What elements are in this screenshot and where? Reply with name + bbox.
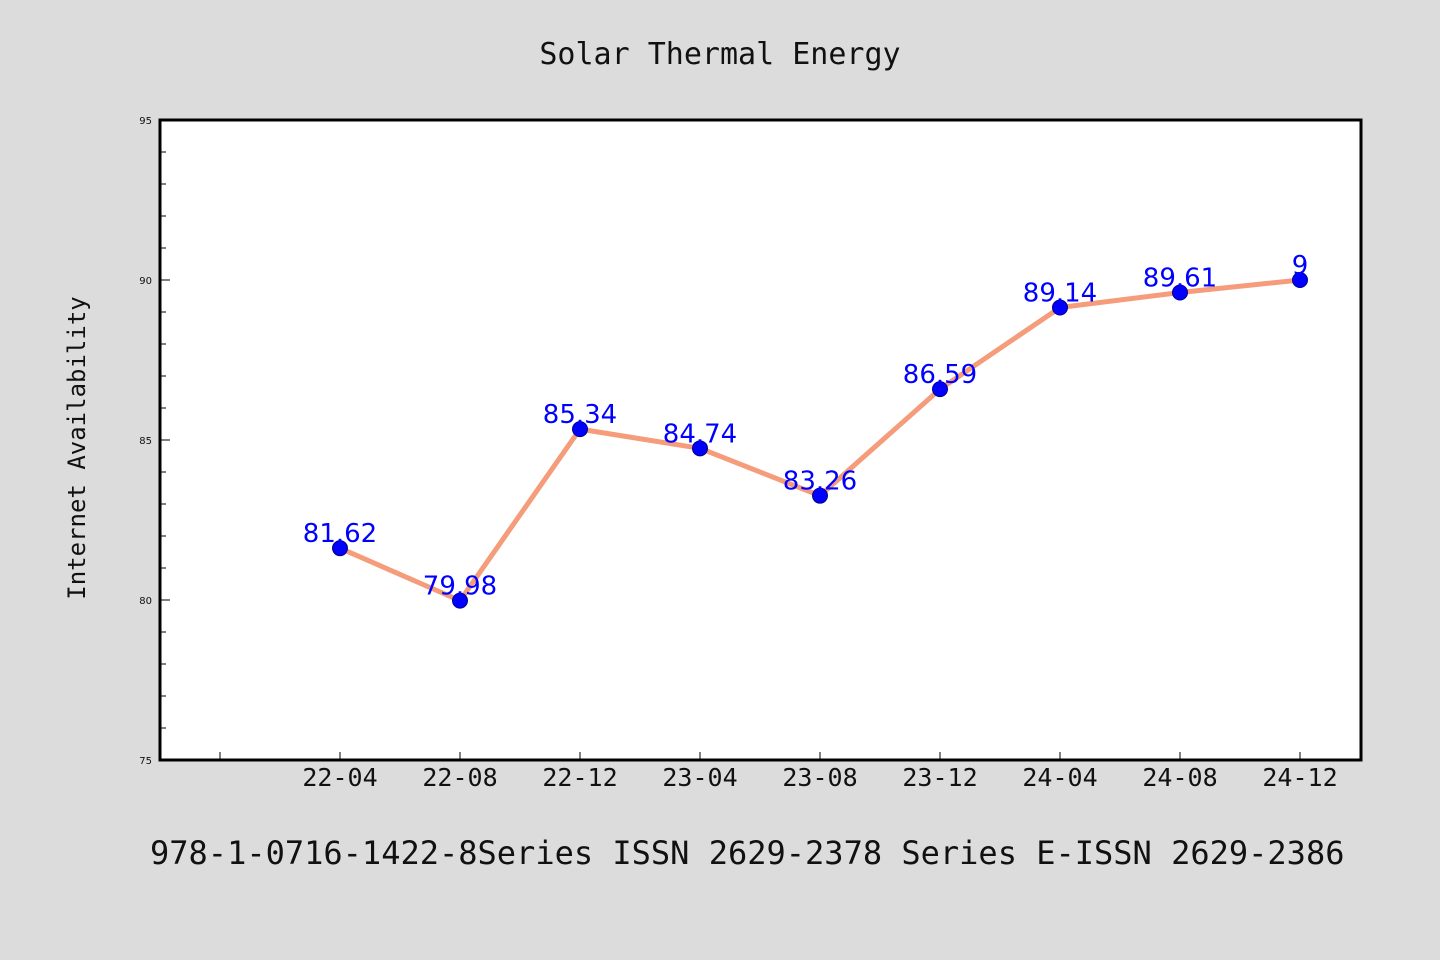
plot-area xyxy=(158,118,1363,762)
data-point xyxy=(932,381,948,398)
data-point xyxy=(1052,299,1068,316)
x-tick-label: 24-08 xyxy=(1142,763,1217,792)
y-axis: 75 80 85 90 95 xyxy=(139,116,170,767)
data-label: 83.26 xyxy=(783,467,857,497)
x-tick-label: 23-04 xyxy=(662,763,737,792)
x-tick-label: 23-12 xyxy=(902,763,977,792)
data-point xyxy=(692,440,708,457)
data-point xyxy=(452,592,468,609)
data-label: 84.74 xyxy=(663,419,737,449)
x-axis: 22-04 22-08 22-12 23-04 23-08 23-12 24-04 24-08… xyxy=(219,752,1338,792)
y-tick-label: 85 xyxy=(139,436,152,447)
y-tick-label: 95 xyxy=(139,116,152,127)
x-tick-label: 22-12 xyxy=(542,763,617,792)
x-tick-label: 24-12 xyxy=(1262,763,1337,792)
data-label: 85.34 xyxy=(543,400,617,430)
data-point xyxy=(1292,272,1308,288)
data-label: 79.98 xyxy=(423,572,497,602)
x-tick-label: 22-04 xyxy=(302,763,377,792)
data-point xyxy=(812,487,828,504)
data-label: 86.59 xyxy=(903,360,977,390)
footer-text: 978-1-0716-1422-8Series ISSN 2629-2378 S… xyxy=(150,834,1344,872)
x-tick-label: 23-08 xyxy=(782,763,857,792)
y-tick-label: 75 xyxy=(139,756,152,767)
data-label: 89.14 xyxy=(1023,279,1097,309)
y-axis-label: Internet Availability xyxy=(63,296,91,599)
x-tick-label: 24-04 xyxy=(1022,763,1097,792)
y-tick-label: 80 xyxy=(139,596,152,607)
data-label: 81.62 xyxy=(303,519,377,549)
series-group: 81.62 79.98 85.34 84.74 83.26 86.59 89.14 89.61… xyxy=(303,251,1309,609)
data-point xyxy=(1172,284,1188,301)
data-label: 9 xyxy=(1292,251,1309,281)
chart-title: Solar Thermal Energy xyxy=(539,37,900,72)
data-point xyxy=(332,540,348,557)
data-label: 89.61 xyxy=(1143,263,1217,293)
y-tick-label: 90 xyxy=(139,276,152,287)
data-point xyxy=(572,421,588,438)
x-tick-label: 22-08 xyxy=(422,763,497,792)
